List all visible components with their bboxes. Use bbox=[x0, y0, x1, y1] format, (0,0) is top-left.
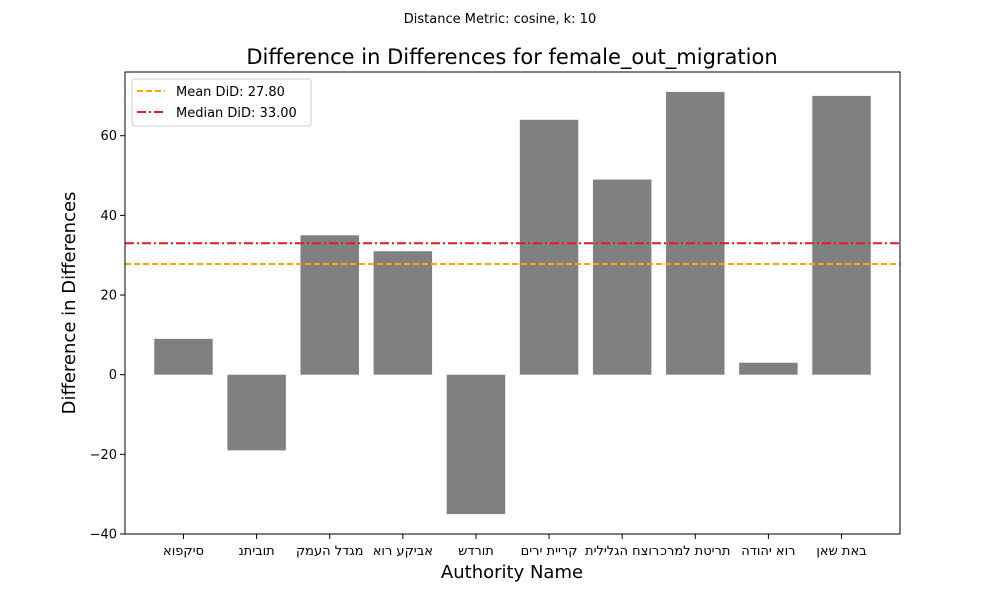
bar bbox=[666, 91, 725, 375]
x-tick-label: תורדש bbox=[458, 544, 494, 559]
bar bbox=[812, 95, 871, 375]
x-axis: סיקפוא תוביתנ מגדל העמק אביקע רוא תורדש קריית… bbox=[163, 534, 867, 559]
x-tick-label: באת שאן bbox=[816, 544, 866, 559]
plot-frame bbox=[124, 71, 901, 535]
legend-box bbox=[131, 78, 312, 127]
x-tick-label: רוא יהודה bbox=[741, 544, 795, 559]
y-tick-label: −20 bbox=[90, 448, 117, 463]
y-axis-label: Difference in Differences bbox=[59, 192, 80, 415]
x-tick-label: סיקפוא bbox=[163, 544, 204, 559]
y-tick-label: −40 bbox=[90, 528, 117, 543]
y-tick-label: 0 bbox=[109, 368, 117, 383]
x-tick-label: תוביתנ bbox=[238, 544, 274, 559]
y-tick-label: 60 bbox=[100, 129, 117, 144]
chart-title: Difference in Differences for female_out… bbox=[246, 45, 777, 70]
bar bbox=[373, 251, 433, 375]
y-tick-label: 20 bbox=[100, 289, 117, 304]
x-tick-label: רוצח הגלילית bbox=[585, 544, 659, 559]
legend-label: Mean DiD: 27.80 bbox=[176, 85, 285, 100]
bar bbox=[592, 179, 652, 375]
x-tick-label: אביקע רוא bbox=[373, 544, 433, 559]
bar bbox=[300, 235, 359, 375]
bar bbox=[446, 374, 506, 515]
legend-label: Median DiD: 33.00 bbox=[176, 106, 297, 121]
x-tick-label: תריטת למרכ bbox=[660, 544, 730, 559]
x-tick-label: קריית ירים bbox=[521, 544, 578, 559]
bar bbox=[519, 119, 579, 375]
bars-group bbox=[154, 91, 871, 515]
y-tick-label: 40 bbox=[100, 209, 117, 224]
bar bbox=[739, 362, 798, 375]
legend: Mean DiD: 27.80 Median DiD: 33.00 bbox=[131, 78, 312, 127]
y-axis: −40 −20 0 20 40 60 bbox=[90, 129, 125, 543]
reference-lines-group bbox=[125, 242, 900, 265]
x-axis-label: Authority Name bbox=[441, 562, 583, 583]
chart-suptitle: Distance Metric: cosine, k: 10 bbox=[404, 12, 596, 27]
x-tick-label: מגדל העמק bbox=[296, 544, 364, 559]
bar bbox=[227, 374, 286, 451]
bar bbox=[154, 338, 213, 375]
